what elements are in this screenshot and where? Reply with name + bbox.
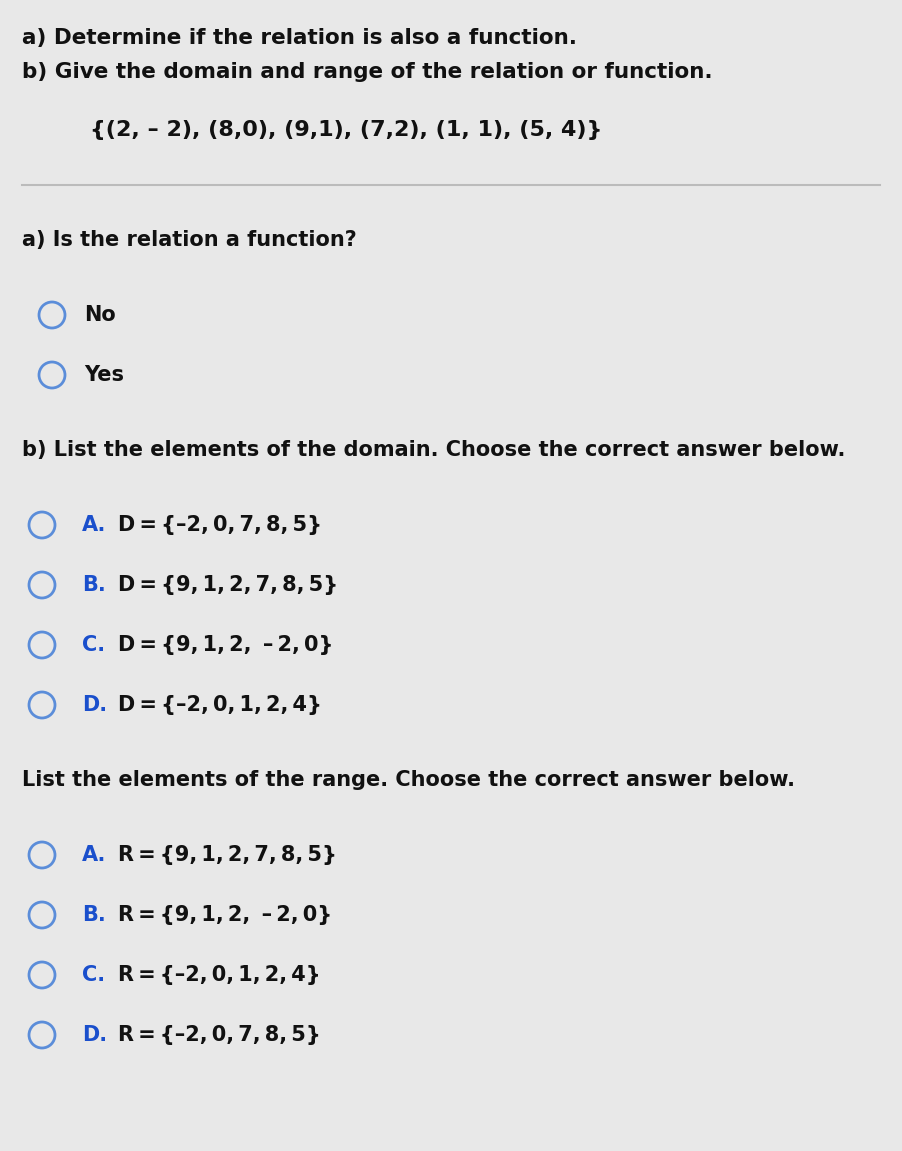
- Text: A.: A.: [82, 514, 106, 535]
- Text: D.: D.: [82, 695, 107, 715]
- Text: D = {9, 1, 2,  – 2, 0}: D = {9, 1, 2, – 2, 0}: [118, 635, 333, 655]
- Text: C.: C.: [82, 965, 105, 985]
- Text: b) Give the domain and range of the relation or function.: b) Give the domain and range of the rela…: [22, 62, 712, 82]
- Text: A.: A.: [82, 845, 106, 866]
- Text: No: No: [84, 305, 115, 325]
- Text: R = {9, 1, 2, 7, 8, 5}: R = {9, 1, 2, 7, 8, 5}: [118, 845, 336, 866]
- Text: {(2, – 2), (8,0), (9,1), (7,2), (1, 1), (5, 4)}: {(2, – 2), (8,0), (9,1), (7,2), (1, 1), …: [90, 120, 602, 140]
- Text: List the elements of the range. Choose the correct answer below.: List the elements of the range. Choose t…: [22, 770, 794, 790]
- Text: D = {–2, 0, 7, 8, 5}: D = {–2, 0, 7, 8, 5}: [118, 514, 322, 535]
- Text: Yes: Yes: [84, 365, 124, 384]
- Text: R = {9, 1, 2,  – 2, 0}: R = {9, 1, 2, – 2, 0}: [118, 905, 332, 925]
- Text: D = {–2, 0, 1, 2, 4}: D = {–2, 0, 1, 2, 4}: [118, 695, 321, 715]
- Text: B.: B.: [82, 576, 106, 595]
- Text: b) List the elements of the domain. Choose the correct answer below.: b) List the elements of the domain. Choo…: [22, 440, 844, 460]
- Text: a) Is the relation a function?: a) Is the relation a function?: [22, 230, 356, 250]
- Text: R = {–2, 0, 7, 8, 5}: R = {–2, 0, 7, 8, 5}: [118, 1026, 320, 1045]
- Text: a) Determine if the relation is also a function.: a) Determine if the relation is also a f…: [22, 28, 576, 48]
- Text: B.: B.: [82, 905, 106, 925]
- Text: R = {–2, 0, 1, 2, 4}: R = {–2, 0, 1, 2, 4}: [118, 965, 320, 985]
- Text: D = {9, 1, 2, 7, 8, 5}: D = {9, 1, 2, 7, 8, 5}: [118, 576, 337, 595]
- Text: C.: C.: [82, 635, 105, 655]
- Text: D.: D.: [82, 1026, 107, 1045]
